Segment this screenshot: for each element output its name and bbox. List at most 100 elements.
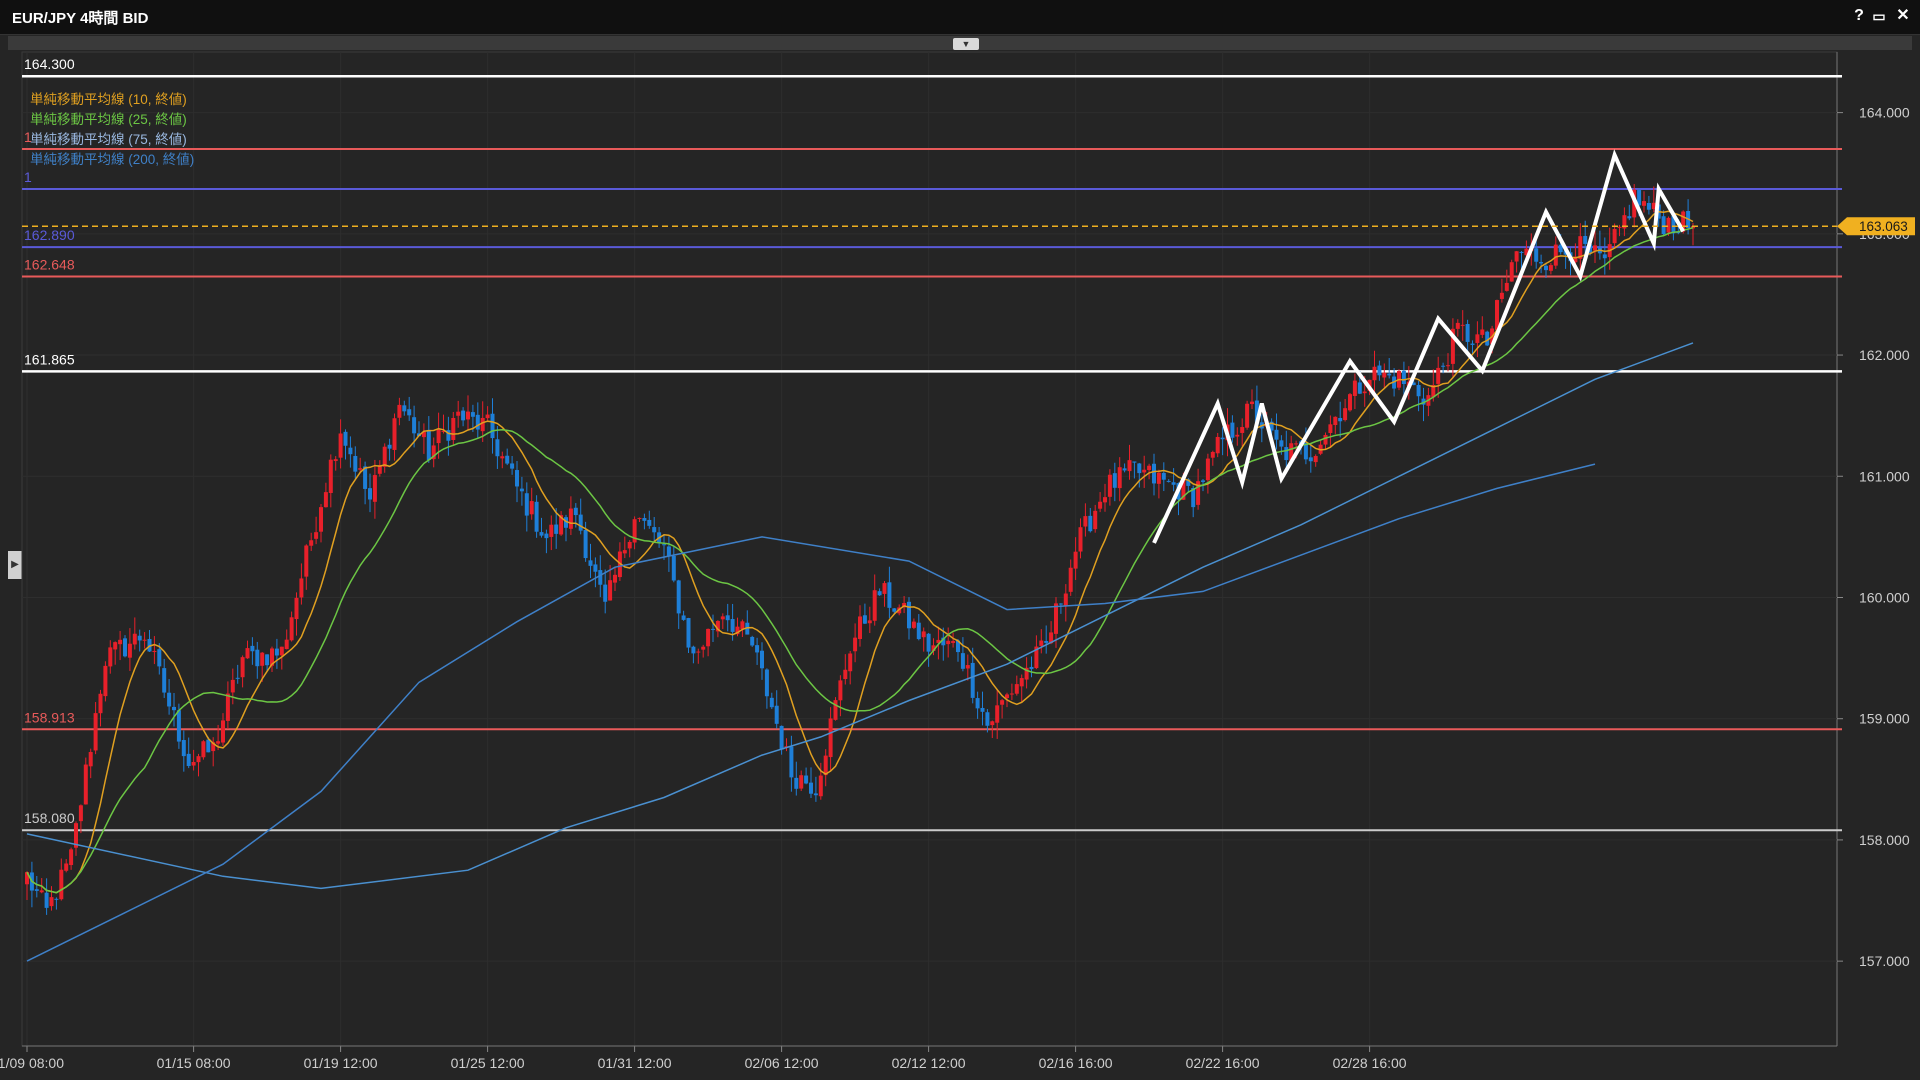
candle xyxy=(1499,292,1504,299)
candle xyxy=(1274,429,1279,440)
candle xyxy=(1024,667,1029,680)
legend-sma200: 単純移動平均線 (200, 終値) xyxy=(30,152,195,167)
candle xyxy=(1661,216,1666,235)
candle xyxy=(368,488,372,500)
candle xyxy=(69,849,74,866)
candle xyxy=(1161,472,1166,480)
candle xyxy=(270,648,274,666)
candle xyxy=(1093,510,1098,530)
candle xyxy=(1352,380,1357,396)
side-panel-handle[interactable]: ▶ xyxy=(8,551,22,579)
candle xyxy=(1098,501,1103,509)
candle xyxy=(534,501,539,532)
legend-sma10: 単純移動平均線 (10, 終値) xyxy=(30,92,187,107)
candle xyxy=(1215,436,1220,454)
candle xyxy=(1495,300,1499,331)
x-tick-label: 01/19 12:00 xyxy=(304,1055,378,1071)
candle xyxy=(1122,468,1127,471)
candle xyxy=(1573,256,1578,263)
candle xyxy=(779,725,784,750)
candle xyxy=(828,718,833,758)
candle xyxy=(1132,461,1137,463)
current-price-label: 163.063 xyxy=(1859,219,1908,234)
x-axis: 01/09 08:00 01/15 08:00 01/19 12:00 01/25 1… xyxy=(0,1045,1837,1071)
candle xyxy=(431,445,436,460)
candle xyxy=(1230,422,1235,438)
plot-frame xyxy=(21,51,1838,1047)
x-tick-label: 01/31 12:00 xyxy=(598,1055,672,1071)
candle xyxy=(564,517,568,528)
candle xyxy=(951,641,956,643)
candle xyxy=(162,668,167,693)
candle xyxy=(1544,265,1548,271)
candle xyxy=(666,546,671,557)
candle xyxy=(358,468,363,470)
candle xyxy=(515,470,519,487)
candle xyxy=(960,653,965,669)
candle xyxy=(956,640,960,653)
candle xyxy=(892,608,897,612)
candle xyxy=(887,582,892,608)
candle xyxy=(147,639,152,652)
candle xyxy=(573,507,578,516)
grid xyxy=(21,51,1838,1047)
level-label: 162.890 xyxy=(24,227,75,243)
candle xyxy=(1328,424,1333,433)
candle xyxy=(152,650,157,652)
candle xyxy=(142,639,147,641)
candle xyxy=(1387,373,1392,376)
candle xyxy=(343,431,348,446)
candle xyxy=(686,618,691,648)
candle xyxy=(1137,463,1142,474)
candle xyxy=(559,515,564,535)
candle xyxy=(338,433,343,458)
candle xyxy=(701,646,706,650)
candle xyxy=(1372,366,1377,381)
candle xyxy=(191,761,196,766)
candle xyxy=(274,648,279,656)
candle xyxy=(627,541,632,549)
candle xyxy=(725,615,730,621)
maximize-button[interactable]: ▭ xyxy=(1872,8,1886,24)
candle xyxy=(206,739,211,753)
candle xyxy=(172,706,176,711)
candle xyxy=(1220,437,1225,440)
candle xyxy=(1073,551,1078,569)
candle xyxy=(1313,456,1318,463)
candle xyxy=(466,411,470,420)
candle xyxy=(34,889,39,891)
candle xyxy=(392,418,397,450)
candle xyxy=(608,580,613,601)
candle xyxy=(735,626,740,635)
candle xyxy=(103,665,108,697)
candle xyxy=(1450,328,1455,364)
collapse-toolbar-button[interactable]: ▼ xyxy=(953,38,979,50)
candle xyxy=(1269,421,1274,431)
candle xyxy=(250,645,255,652)
close-button[interactable]: ✕ xyxy=(1896,7,1910,24)
candle xyxy=(598,570,603,585)
title-bar: EUR/JPY 4時間 BID ? ▭ ✕ xyxy=(0,0,1920,35)
candle xyxy=(764,669,769,697)
candle xyxy=(755,645,760,653)
candle xyxy=(549,524,554,537)
candle xyxy=(1480,329,1485,335)
candle xyxy=(789,746,794,778)
candle xyxy=(711,628,715,630)
help-button[interactable]: ? xyxy=(1854,7,1864,24)
candle xyxy=(911,621,916,628)
candle xyxy=(1152,463,1156,484)
candle xyxy=(1279,440,1284,447)
candle xyxy=(201,741,206,758)
y-tick-label: 164.000 xyxy=(1859,105,1910,121)
candle xyxy=(1583,235,1588,244)
candle xyxy=(652,527,657,533)
candle xyxy=(583,529,588,559)
candle xyxy=(260,652,265,666)
candle xyxy=(691,646,696,654)
y-tick-label: 160.000 xyxy=(1859,589,1910,605)
candle xyxy=(769,697,774,708)
candle xyxy=(1524,248,1529,256)
candle xyxy=(1181,479,1186,500)
